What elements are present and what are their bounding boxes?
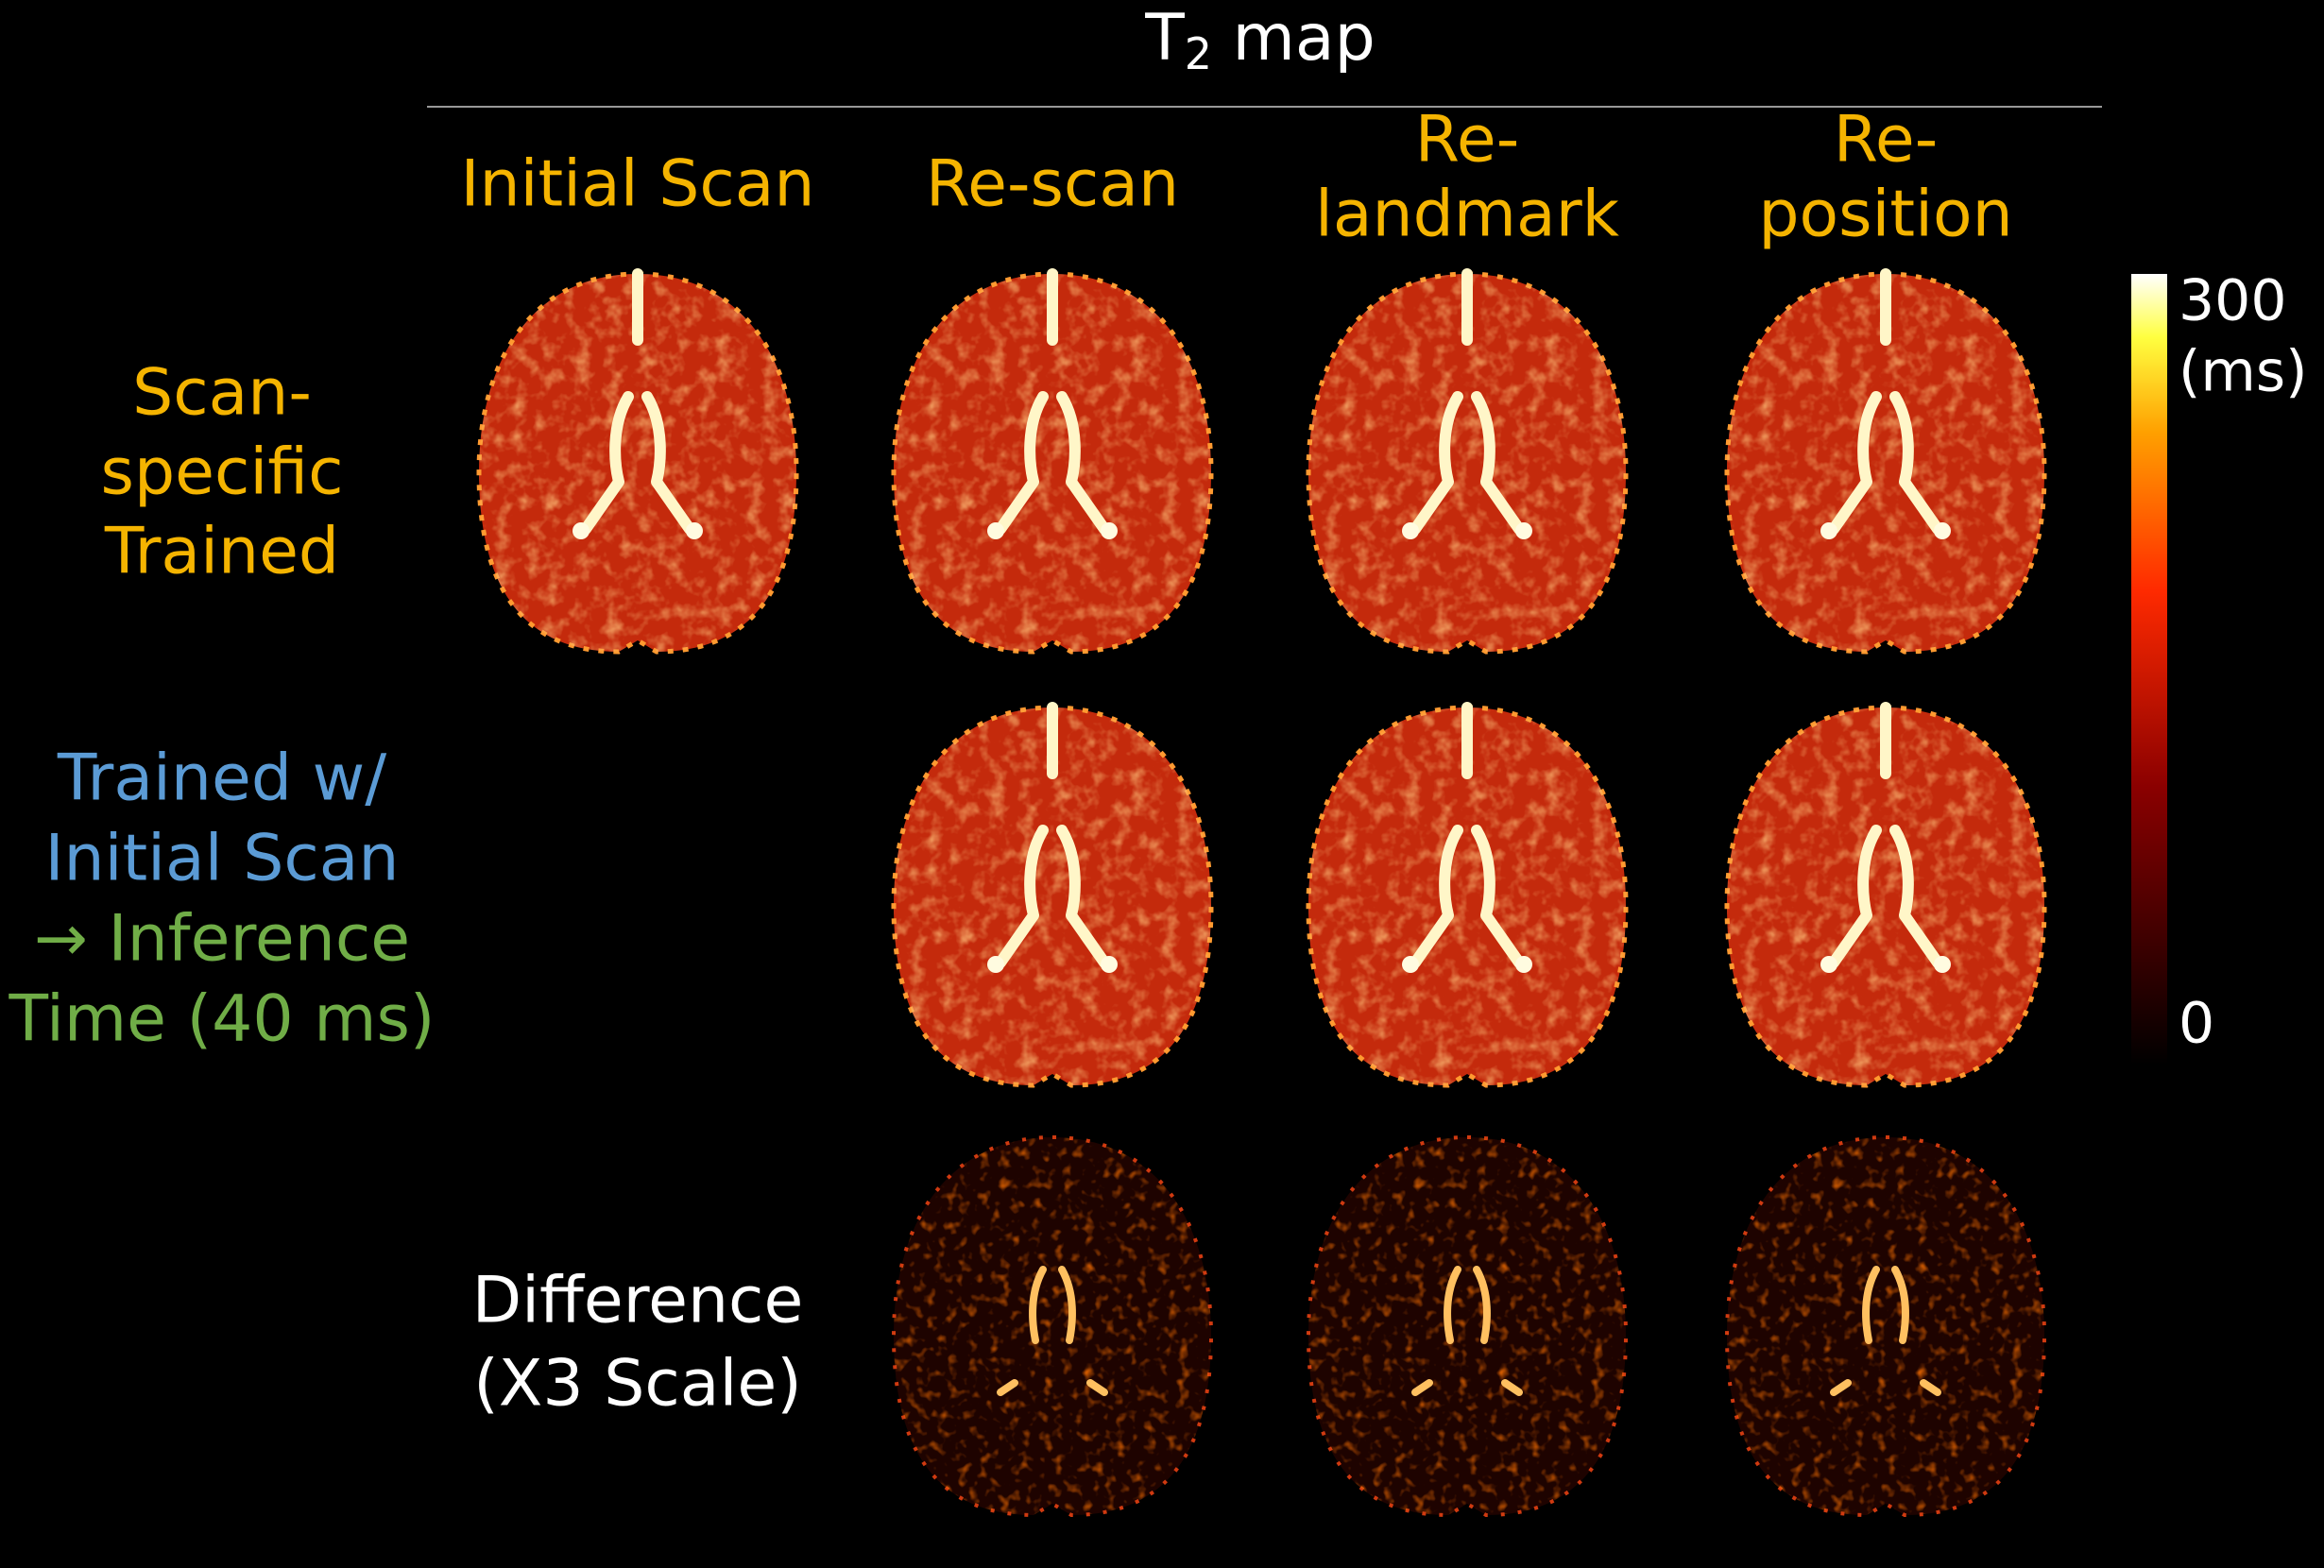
t2-map-image xyxy=(477,272,798,654)
column-header: landmark xyxy=(1315,178,1620,252)
t2-map-image xyxy=(1307,272,1628,654)
t2-map-image xyxy=(1725,272,2046,654)
t2-map-image xyxy=(892,272,1213,654)
row-label: Initial Scan xyxy=(44,822,399,896)
colorbar-label: 0 xyxy=(2179,991,2214,1057)
difference-image xyxy=(1725,1135,2046,1517)
column-header: Re- xyxy=(1415,103,1520,178)
column-header: Re- xyxy=(1834,103,1939,178)
t2-map-image xyxy=(1725,706,2046,1087)
title-main: T xyxy=(1144,1,1185,76)
row-label: specific xyxy=(101,435,344,510)
row-label: Difference xyxy=(472,1264,804,1338)
t2-map-image xyxy=(1307,706,1628,1087)
row-label: → Inference xyxy=(34,902,410,977)
colorbar xyxy=(2131,274,2167,1065)
row-label: (X3 Scale) xyxy=(473,1347,801,1422)
difference-image xyxy=(892,1135,1213,1517)
difference-image xyxy=(1307,1135,1628,1517)
column-header: Initial Scan xyxy=(460,147,814,222)
row-label: Scan- xyxy=(132,356,312,431)
figure-title: T2 map xyxy=(1144,1,1376,79)
colorbar-label: (ms) xyxy=(2179,339,2308,405)
column-header: position xyxy=(1758,178,2012,252)
row-label: Trained w/ xyxy=(57,741,386,816)
t2-map-image xyxy=(892,706,1213,1087)
row-label: Time (40 ms) xyxy=(9,982,436,1057)
title-sub: 2 xyxy=(1185,28,1212,79)
title-rest: map xyxy=(1212,1,1376,76)
column-header: Re-scan xyxy=(926,147,1179,222)
row-label: Trained xyxy=(104,515,339,589)
colorbar-label: 300 xyxy=(2179,268,2287,334)
